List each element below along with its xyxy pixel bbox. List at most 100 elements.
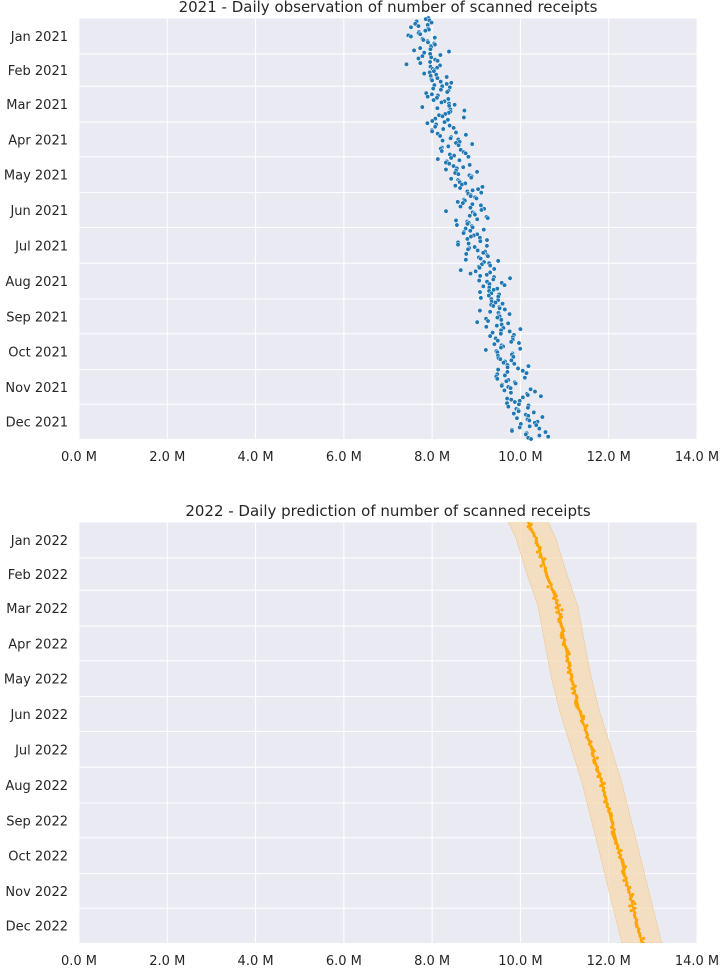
y-tick-label: Apr 2022 (8, 637, 68, 652)
data-point (438, 79, 444, 85)
prediction-point (631, 899, 635, 903)
data-point (505, 364, 511, 370)
y-tick-label: Jul 2021 (14, 239, 68, 254)
data-point (478, 190, 484, 196)
data-point (472, 212, 478, 218)
prediction-point (583, 728, 587, 732)
prediction-point (614, 841, 618, 846)
prediction-point (581, 721, 585, 725)
data-point (485, 318, 491, 324)
data-point (479, 207, 484, 213)
prediction-point (615, 846, 620, 850)
prediction-point (618, 855, 622, 860)
data-point (429, 78, 435, 83)
prediction-point (611, 821, 615, 825)
data-point (435, 58, 441, 64)
data-point (528, 386, 534, 392)
data-point (429, 91, 435, 97)
data-point (444, 89, 450, 95)
y-tick-label: Mar 2022 (6, 602, 68, 617)
data-point (531, 409, 537, 415)
data-point (526, 363, 531, 369)
x-tick-label: 4.0 M (238, 450, 274, 465)
data-point (511, 361, 517, 367)
data-point (451, 163, 456, 169)
prediction-point (546, 585, 550, 589)
prediction-point (579, 719, 584, 723)
prediction-point (539, 564, 543, 568)
chart-2022-prediction: 2022 - Daily prediction of number of sca… (4, 502, 719, 968)
data-point (524, 370, 529, 376)
plot-area (79, 18, 697, 439)
prediction-point (605, 802, 609, 806)
prediction-point (526, 522, 531, 524)
prediction-point (594, 763, 598, 767)
data-point (528, 436, 534, 442)
data-point (465, 246, 471, 252)
y-tick-label: Sep 2021 (6, 310, 68, 325)
y-tick-label: Mar 2021 (6, 98, 68, 113)
prediction-point (543, 566, 548, 570)
data-point (425, 94, 431, 100)
prediction-point (561, 642, 565, 647)
data-point (485, 215, 491, 221)
data-point (467, 205, 473, 211)
data-point (422, 28, 428, 34)
chart-title: 2021 - Daily observation of number of sc… (179, 0, 598, 16)
prediction-point (633, 906, 637, 910)
data-point (417, 60, 423, 66)
data-point (424, 120, 430, 126)
prediction-point (577, 707, 581, 711)
data-point (484, 237, 490, 243)
prediction-point (568, 663, 572, 668)
data-point (483, 347, 489, 353)
data-point (498, 331, 504, 337)
prediction-point (635, 925, 639, 929)
y-axis-tick-labels: Jan 2022 Feb 2022 Mar 2022 Apr 2022 May 2022… (4, 534, 68, 935)
prediction-point (641, 941, 645, 943)
prediction-point (553, 592, 557, 596)
data-point (454, 222, 460, 228)
y-tick-label: Jan 2022 (10, 534, 68, 549)
prediction-point (603, 800, 607, 804)
data-point (491, 341, 497, 347)
data-point (468, 271, 473, 277)
prediction-point (641, 936, 646, 940)
y-tick-label: Dec 2022 (6, 920, 68, 935)
prediction-point (528, 527, 532, 531)
data-point (448, 155, 454, 161)
data-point (480, 283, 486, 289)
data-point (443, 208, 449, 214)
prediction-point (602, 791, 607, 795)
prediction-point (598, 772, 602, 776)
data-point (514, 415, 520, 421)
data-point (532, 389, 538, 395)
data-point (447, 123, 453, 129)
data-point (432, 35, 438, 41)
prediction-point (579, 712, 583, 716)
data-point (408, 34, 414, 39)
y-tick-label: Aug 2021 (5, 275, 68, 290)
data-point (508, 339, 514, 345)
data-point (511, 411, 517, 417)
data-point (495, 338, 501, 344)
prediction-point (622, 878, 626, 883)
data-point (445, 96, 451, 102)
data-point (456, 142, 462, 148)
prediction-point (581, 714, 586, 718)
x-tick-label: 14.0 M (675, 450, 719, 465)
prediction-point (575, 705, 579, 709)
prediction-point (538, 548, 542, 552)
data-point (429, 118, 435, 124)
prediction-point (566, 670, 571, 674)
prediction-point (541, 562, 546, 566)
data-point (443, 167, 449, 172)
data-point (495, 258, 501, 264)
data-point (539, 414, 545, 420)
data-point (458, 267, 464, 273)
data-point (497, 305, 503, 311)
x-tick-label: 14.0 M (675, 954, 719, 968)
prediction-point (543, 557, 547, 561)
prediction-point (567, 652, 571, 656)
prediction-point (555, 610, 559, 614)
